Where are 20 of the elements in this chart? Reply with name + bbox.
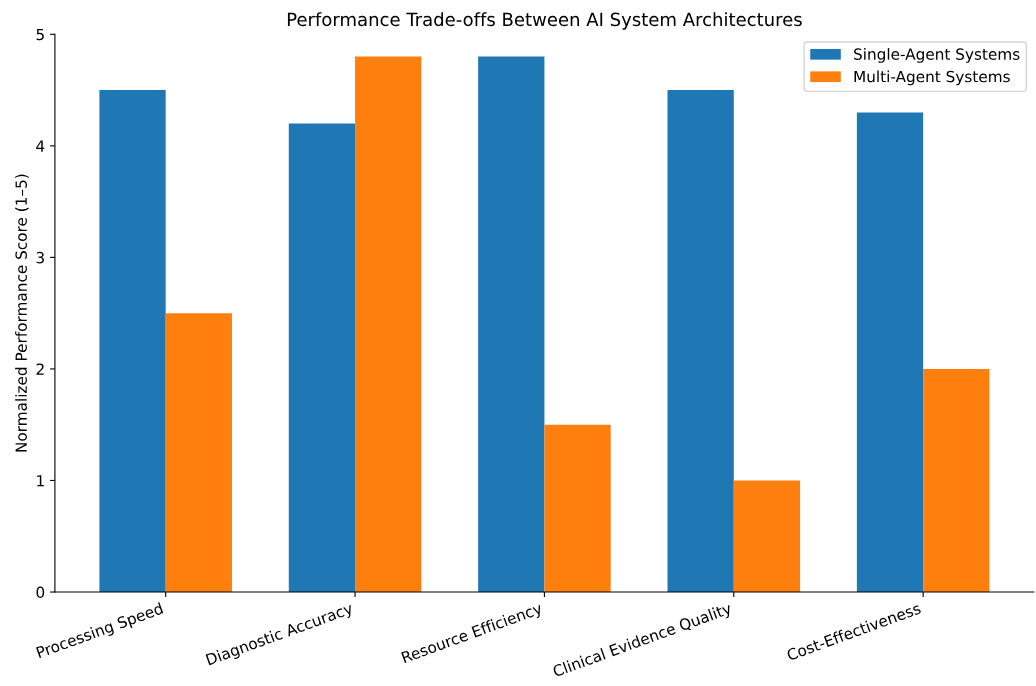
y-axis-title: Normalized Performance Score (1–5) — [15, 174, 29, 452]
legend-label: Single-Agent Systems — [854, 48, 1020, 63]
chart-title: Performance Trade-offs Between AI System Architectures — [287, 12, 802, 30]
y-tick-label: 1 — [37, 475, 44, 487]
bar — [99, 90, 166, 593]
bar — [667, 90, 734, 593]
bar — [544, 424, 611, 593]
y-tick-label: 5 — [36, 28, 44, 41]
y-tick-label: 4 — [36, 140, 45, 152]
y-tick-label: 2 — [36, 363, 44, 375]
bar — [733, 480, 801, 593]
y-tick-label: 0 — [36, 586, 45, 599]
bar — [165, 313, 232, 593]
bar — [856, 112, 924, 593]
legend-label: Multi-Agent Systems — [854, 70, 1010, 86]
bar — [288, 123, 356, 593]
bar — [478, 56, 545, 593]
bar — [923, 368, 990, 593]
bar — [355, 56, 422, 593]
y-tick-label: 3 — [36, 251, 44, 264]
